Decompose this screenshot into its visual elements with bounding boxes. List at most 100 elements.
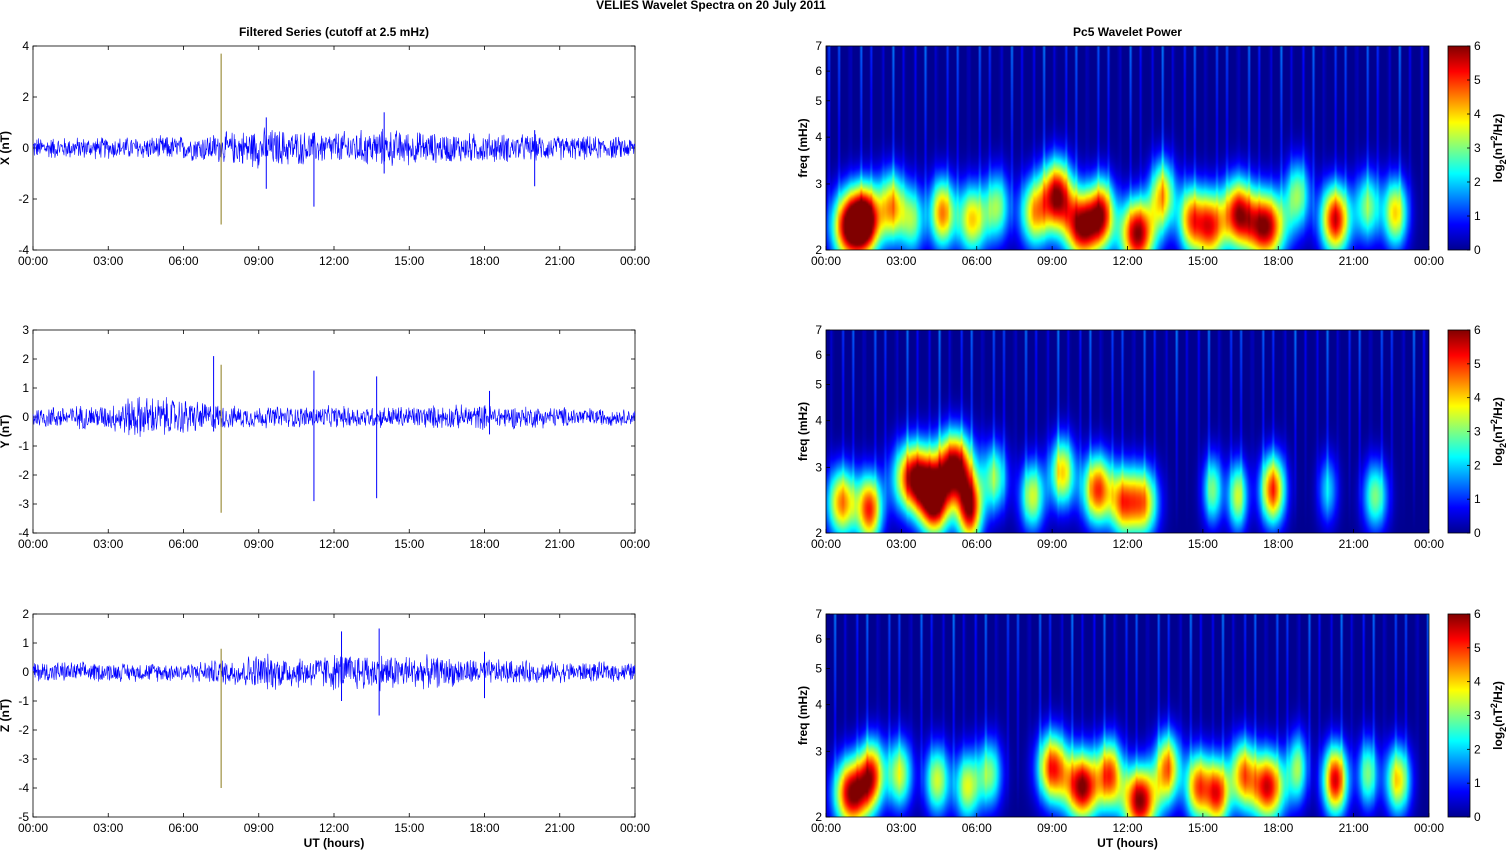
y-tick-label: 0 — [22, 141, 29, 155]
plot-area — [32, 613, 636, 818]
x-tick-label: 09:00 — [244, 254, 274, 268]
x-tick-label: 03:00 — [886, 537, 916, 551]
colorbar-tick-label: 2 — [1474, 742, 1481, 756]
x-tick-label: 00:00 — [18, 537, 48, 551]
y-tick-label: 2 — [22, 352, 29, 366]
colorbar-tick-label: 5 — [1474, 73, 1481, 87]
x-tick-label: 09:00 — [1037, 537, 1067, 551]
x-tick-label: 12:00 — [1112, 537, 1142, 551]
x-tick-label: 12:00 — [1112, 254, 1142, 268]
plot-area — [32, 329, 636, 534]
colorbar-tick-label: 0 — [1474, 526, 1481, 540]
x-tick-label: 18:00 — [469, 254, 499, 268]
y-axis-label: Y (nT) — [0, 415, 12, 449]
x-tick-label: 06:00 — [168, 537, 198, 551]
y-tick-label: 5 — [815, 662, 822, 676]
y-tick-label: 3 — [815, 460, 822, 474]
colorbar-label: log2(nT2/Hz) — [1489, 114, 1508, 183]
x-tick-label: 15:00 — [1188, 254, 1218, 268]
y-tick-label: -4 — [18, 781, 29, 795]
x-tick-label: 12:00 — [319, 537, 349, 551]
colorbar-tick-label: 5 — [1474, 641, 1481, 655]
x-tick-label: 06:00 — [168, 821, 198, 835]
colorbar-tick-label: 4 — [1474, 675, 1481, 689]
colorbar-label: log2(nT2/Hz) — [1489, 397, 1508, 466]
x-tick-label: 00:00 — [811, 254, 841, 268]
colorbar-tick-label: 0 — [1474, 810, 1481, 824]
colorbar-tick-label: 1 — [1474, 492, 1481, 506]
x-tick-label: 03:00 — [93, 821, 123, 835]
colorbar — [1447, 45, 1471, 251]
x-tick-label: 21:00 — [545, 821, 575, 835]
x-tick-label: 06:00 — [962, 537, 992, 551]
x-axis-label: UT (hours) — [1097, 836, 1158, 850]
colorbar-tick-label: 3 — [1474, 709, 1481, 723]
x-tick-label: 18:00 — [1263, 254, 1293, 268]
y-tick-label: 2 — [815, 810, 822, 824]
y-tick-label: 7 — [815, 607, 822, 621]
colorbar-tick-label: 1 — [1474, 209, 1481, 223]
series-panel-0: 420-2-400:00 03:00 06:00 09:00 12:00 15:00 18:… — [0, 25, 650, 268]
x-tick-label: 15:00 — [1188, 821, 1218, 835]
wavelet-power-image — [826, 330, 1429, 533]
colorbar-tick-label: 5 — [1474, 357, 1481, 371]
colorbar-tick-label: 6 — [1474, 323, 1481, 337]
x-tick-label: 21:00 — [545, 254, 575, 268]
y-tick-label: 3 — [815, 744, 822, 758]
x-tick-label: 00:00 — [620, 537, 650, 551]
x-tick-label: 00:00 — [1414, 254, 1444, 268]
colorbar-tick-label: 6 — [1474, 607, 1481, 621]
x-tick-label: 15:00 — [1188, 537, 1218, 551]
colorbar-tick-label: 1 — [1474, 776, 1481, 790]
x-tick-label: 00:00 — [620, 821, 650, 835]
series-panel-4: 210-1-2-3-4-500:00 03:00 06:00 09:00 12:00 15… — [0, 607, 650, 850]
colorbar-tick-label: 6 — [1474, 39, 1481, 53]
x-tick-label: 00:00 — [1414, 537, 1444, 551]
y-tick-label: 4 — [815, 698, 822, 712]
x-tick-label: 21:00 — [1339, 254, 1369, 268]
x-tick-label: 18:00 — [469, 537, 499, 551]
y-tick-label: 7 — [815, 323, 822, 337]
x-tick-label: 06:00 — [962, 821, 992, 835]
x-tick-label: 00:00 — [620, 254, 650, 268]
x-tick-label: 12:00 — [319, 821, 349, 835]
x-tick-label: 00:00 — [18, 821, 48, 835]
y-axis-label: Z (nT) — [0, 699, 12, 732]
colorbar-tick-label: 4 — [1474, 391, 1481, 405]
y-tick-label: 5 — [815, 378, 822, 392]
y-axis-label: freq (mHz) — [796, 686, 810, 745]
colorbar — [1447, 613, 1471, 818]
y-axis-label: freq (mHz) — [796, 402, 810, 461]
y-tick-label: -3 — [18, 497, 29, 511]
y-tick-label: -1 — [18, 694, 29, 708]
y-tick-label: -1 — [18, 439, 29, 453]
panel-title: Filtered Series (cutoff at 2.5 mHz) — [239, 25, 429, 39]
y-axis-label: freq (mHz) — [796, 118, 810, 177]
x-tick-label: 00:00 — [811, 537, 841, 551]
colorbar-tick-label: 0 — [1474, 243, 1481, 257]
y-tick-label: 6 — [815, 348, 822, 362]
y-tick-label: 4 — [815, 130, 822, 144]
y-tick-label: 6 — [815, 64, 822, 78]
x-tick-label: 15:00 — [394, 254, 424, 268]
y-tick-label: -4 — [18, 243, 29, 257]
y-tick-label: -2 — [18, 723, 29, 737]
y-tick-label: 2 — [815, 526, 822, 540]
y-tick-label: -2 — [18, 192, 29, 206]
x-tick-label: 09:00 — [1037, 254, 1067, 268]
y-tick-label: 1 — [22, 636, 29, 650]
x-tick-label: 03:00 — [93, 537, 123, 551]
y-tick-label: -5 — [18, 810, 29, 824]
x-tick-label: 03:00 — [886, 254, 916, 268]
y-tick-label: 0 — [22, 665, 29, 679]
y-tick-label: 4 — [22, 39, 29, 53]
colorbar-tick-label: 3 — [1474, 141, 1481, 155]
x-tick-label: 18:00 — [1263, 821, 1293, 835]
y-tick-label: -3 — [18, 752, 29, 766]
x-tick-label: 18:00 — [469, 821, 499, 835]
y-tick-label: 1 — [22, 381, 29, 395]
